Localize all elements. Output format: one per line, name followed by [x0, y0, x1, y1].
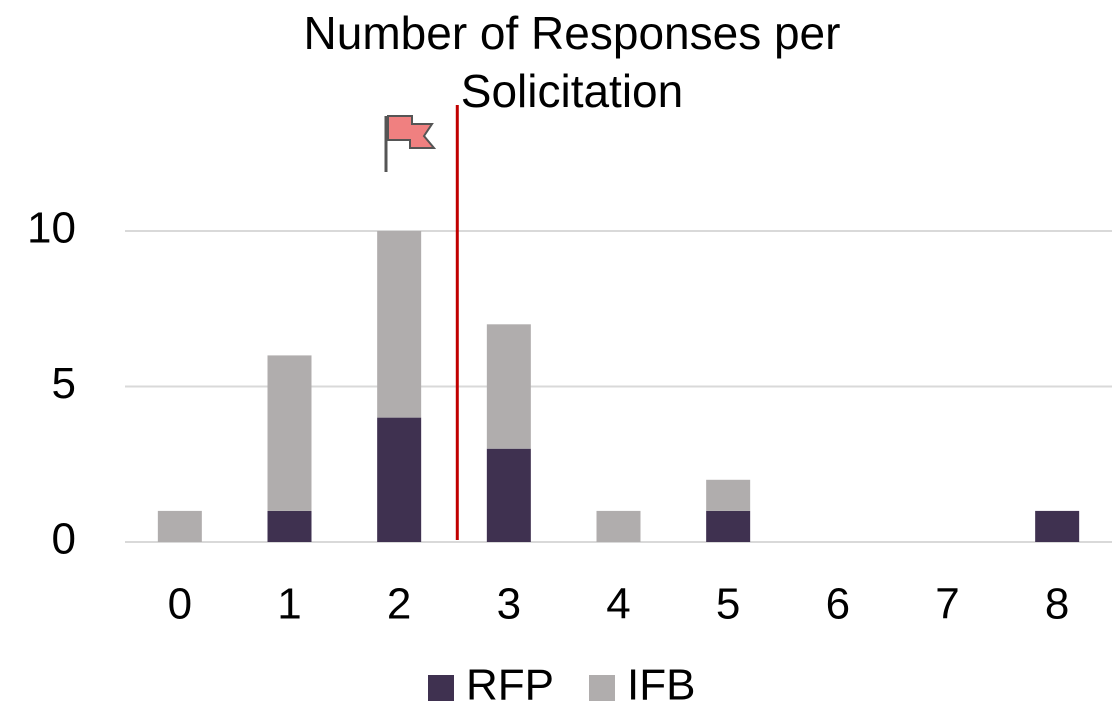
- bar: [377, 417, 422, 542]
- bar: [377, 231, 422, 418]
- bar: [706, 510, 751, 542]
- chart-title: Number of Responses per Solicitation: [303, 7, 841, 117]
- bar: [267, 355, 312, 511]
- x-tick-label: 0: [168, 580, 192, 629]
- bar: [486, 324, 531, 449]
- y-tick-label: 0: [52, 515, 76, 564]
- legend-label: IFB: [627, 661, 695, 710]
- x-tick-label: 5: [716, 580, 740, 629]
- x-tick-label: 6: [826, 580, 850, 629]
- bar: [706, 479, 751, 511]
- flag-icon: [384, 115, 437, 172]
- bar: [157, 510, 202, 542]
- bar: [486, 448, 531, 542]
- x-tick-label: 1: [277, 580, 301, 629]
- x-tick-label: 8: [1045, 580, 1069, 629]
- y-tick-label: 10: [27, 204, 76, 253]
- x-tick-label: 3: [497, 580, 521, 629]
- x-tick-label: 2: [387, 580, 411, 629]
- y-tick-label: 5: [52, 359, 76, 408]
- x-tick-label: 4: [606, 580, 630, 629]
- legend-swatch: [589, 675, 615, 701]
- legend-swatch: [428, 675, 454, 701]
- x-tick-label: 7: [935, 580, 959, 629]
- legend-label: RFP: [466, 661, 554, 710]
- bar: [267, 510, 312, 542]
- bar: [596, 510, 641, 542]
- bar: [1035, 510, 1080, 542]
